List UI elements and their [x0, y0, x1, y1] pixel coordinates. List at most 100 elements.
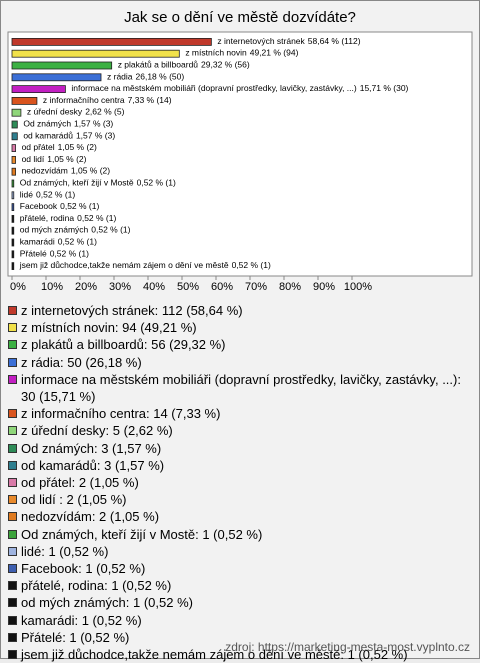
value-label: 0,52 % (1)	[58, 237, 97, 247]
bar-label: od kamarádů 1,57 % (3)	[23, 131, 115, 141]
legend-label: nedozvídám: 2 (1,05 %)	[21, 509, 160, 525]
legend-item: od kamarádů: 3 (1,57 %)	[8, 457, 470, 474]
value-label: 26,18 % (50)	[136, 72, 185, 82]
bar	[11, 155, 16, 164]
bar-label: z místních novin 49,21 % (94)	[185, 48, 298, 58]
legend-label: Od známých: 3 (1,57 %)	[21, 440, 162, 456]
legend-swatch	[8, 357, 17, 367]
x-tick-label: 50%	[177, 281, 199, 293]
x-tick-label: 70%	[245, 281, 267, 293]
legend-swatch	[8, 340, 17, 350]
bar	[11, 85, 66, 93]
legend-item: kamarádi: 1 (0,52 %)	[8, 612, 470, 629]
bar	[11, 167, 16, 176]
legend-swatch	[8, 409, 17, 419]
legend-item: od mých známých: 1 (0,52 %)	[8, 594, 470, 611]
legend-item: Od známých: 3 (1,57 %)	[8, 440, 470, 457]
bar-label: Od známých, kteří žijí v Mostě 0,52 % (1)	[20, 178, 176, 188]
category-label: od mých známých	[20, 225, 89, 235]
legend-label: jsem již důchodce,takže nemám zájem o dě…	[21, 647, 408, 663]
legend-item: Od známých, kteří žijí v Mostě: 1 (0,52 …	[8, 526, 470, 543]
category-label: jsem již důchodce,takže nemám zájem o dě…	[19, 260, 229, 270]
category-label: z rádia	[107, 72, 133, 82]
bar-label: kamarádi 0,52 % (1)	[20, 237, 97, 247]
category-label: z úřední desky	[27, 107, 83, 117]
bar	[11, 214, 15, 223]
bar	[11, 108, 22, 117]
legend-swatch	[8, 478, 17, 488]
legend-label: z rádia: 50 (26,18 %)	[21, 354, 142, 370]
x-tick-label: 40%	[143, 281, 165, 293]
legend-label: kamarádi: 1 (0,52 %)	[21, 612, 142, 628]
legend-swatch	[8, 460, 17, 470]
legend-label: od přátel: 2 (1,05 %)	[21, 475, 139, 491]
category-label: od kamarádů	[23, 131, 73, 141]
legend-swatch	[8, 615, 17, 625]
category-label: nedozvídám	[22, 166, 68, 176]
category-label: od lidí	[22, 154, 45, 164]
bar	[11, 238, 15, 247]
bar	[11, 262, 15, 271]
legend-swatch	[8, 581, 17, 591]
value-label: 1,05 % (2)	[71, 166, 110, 176]
category-label: informace na městském mobiliáři (dopravn…	[71, 83, 356, 93]
category-label: kamarádi	[20, 237, 55, 247]
legend-swatch	[8, 650, 17, 660]
bar-label: Od známých 1,57 % (3)	[23, 119, 113, 129]
legend-item: informace na městském mobiliáři (dopravn…	[8, 371, 470, 405]
bar	[11, 191, 15, 200]
legend-label: lidé: 1 (0,52 %)	[21, 543, 109, 559]
legend-item: z místních novin: 94 (49,21 %)	[8, 319, 470, 336]
bar	[11, 120, 18, 129]
bar	[11, 179, 15, 188]
bar	[11, 49, 180, 58]
legend-label: z informačního centra: 14 (7,33 %)	[21, 406, 221, 422]
legend-label: z internetových stránek: 112 (58,64 %)	[21, 303, 243, 318]
legend-item: z rádia: 50 (26,18 %)	[8, 354, 470, 371]
bar	[11, 97, 38, 105]
bar-label: Facebook 0,52 % (1)	[20, 201, 100, 211]
legend-item: nedozvídám: 2 (1,05 %)	[8, 508, 470, 525]
bar-label: z informačního centra 7,33 % (14)	[43, 95, 172, 105]
legend-item: z úřední desky: 5 (2,62 %)	[8, 422, 470, 439]
bar	[11, 250, 15, 259]
bar	[11, 226, 15, 235]
bar-label: z úřední desky 2,62 % (5)	[27, 107, 125, 117]
value-label: 1,57 % (3)	[74, 119, 113, 129]
x-tick-label: 0%	[10, 281, 26, 293]
bar-label: informace na městském mobiliáři (dopravn…	[71, 83, 408, 93]
category-label: z místních novin	[185, 48, 247, 58]
legend-swatch	[8, 374, 17, 384]
value-label: 2,62 % (5)	[85, 107, 124, 117]
bar-label: nedozvídám 1,05 % (2)	[22, 166, 111, 176]
legend-label: informace na městském mobiliáři (dopravn…	[21, 371, 461, 405]
category-label: z internetových stránek	[217, 36, 305, 46]
category-label: Facebook	[20, 201, 58, 211]
bar-label: od přátel 1,05 % (2)	[22, 142, 97, 152]
chart: Jak se o dění ve městě dozvídáte? 0% 10% 2…	[7, 9, 473, 293]
value-label: 1,05 % (2)	[58, 142, 97, 152]
bar-label: z rádia 26,18 % (50)	[107, 72, 184, 82]
legend-label: Přátelé: 1 (0,52 %)	[21, 629, 130, 645]
value-label: 0,52 % (1)	[50, 249, 89, 259]
legend-swatch	[8, 598, 17, 608]
legend-swatch	[8, 512, 17, 522]
bar-label: z internetových stránek 58,64 % (112)	[217, 36, 360, 46]
x-tick-label: 20%	[75, 281, 97, 293]
bar-label: lidé 0,52 % (1)	[20, 190, 76, 200]
legend-item: z internetových stránek: 112 (58,64 %)	[8, 302, 470, 319]
legend-label: z místních novin: 94 (49,21 %)	[21, 320, 197, 336]
bar-label: z plakátů a billboardů 29,32 % (56)	[118, 60, 250, 70]
category-label: lidé	[20, 190, 34, 200]
x-tick-label: 90%	[313, 281, 335, 293]
bar-label: od mých známých 0,52 % (1)	[20, 225, 131, 235]
legend-label: od mých známých: 1 (0,52 %)	[21, 595, 193, 611]
category-label: Od známých	[23, 119, 71, 129]
legend-item: Přátelé: 1 (0,52 %)	[8, 629, 470, 646]
value-label: 7,33 % (14)	[128, 95, 172, 105]
value-label: 0,52 % (1)	[60, 201, 99, 211]
x-tick-label: 100%	[344, 281, 372, 293]
legend-swatch	[8, 306, 17, 315]
source: zdroj: https://marketing-mesta-most.vypl…	[225, 640, 470, 654]
bar	[11, 144, 16, 153]
